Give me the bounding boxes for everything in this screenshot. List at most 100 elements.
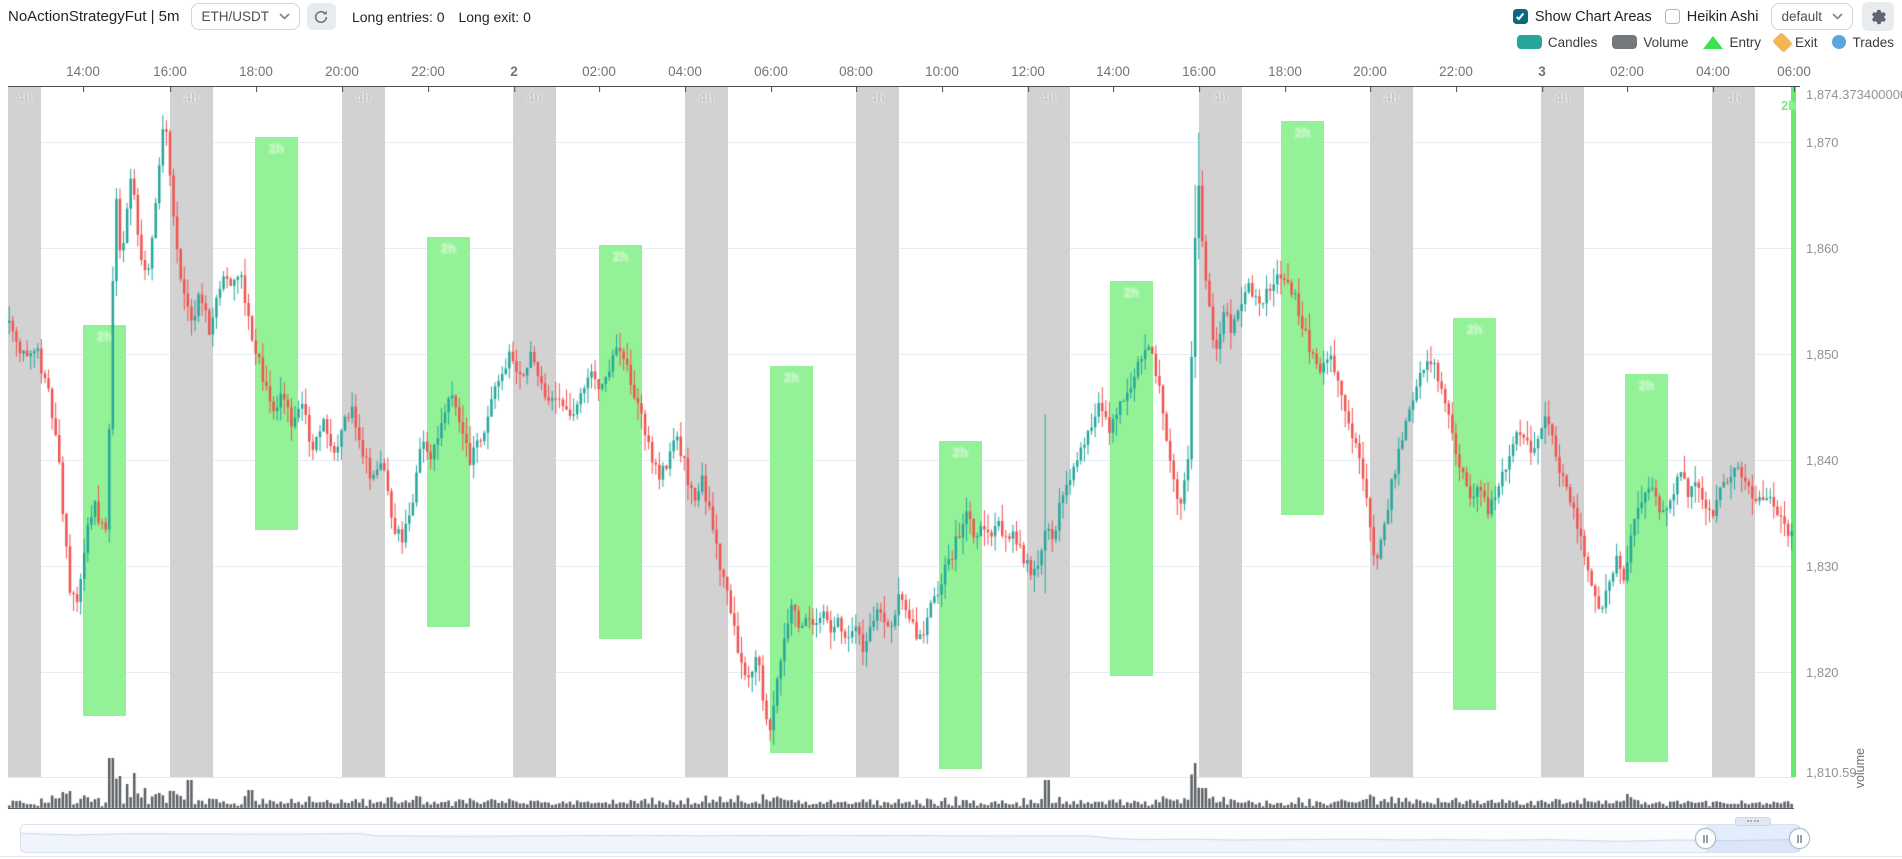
datazoom-move-handle[interactable] (1735, 817, 1771, 826)
time-axis-label: 02:00 (1610, 63, 1644, 92)
time-axis-tick (770, 87, 772, 92)
legend-item-trades[interactable]: Trades (1832, 35, 1894, 50)
time-axis-tick (82, 87, 84, 92)
time-axis-label: 14:00 (1096, 63, 1130, 92)
time-axis-tick (1455, 87, 1457, 92)
datazoom-handle-left[interactable] (1695, 828, 1716, 849)
legend-label: Trades (1852, 34, 1894, 50)
time-axis-label: 2 (510, 63, 518, 92)
refresh-icon (315, 10, 328, 23)
legend-label: Entry (1729, 34, 1761, 50)
time-axis-label: 12:00 (1011, 63, 1045, 92)
toolbar: NoActionStrategyFut | 5m ETH/USDT Long e… (0, 0, 1902, 33)
price-chart-canvas[interactable] (0, 56, 1902, 824)
show-chart-areas-checkbox[interactable]: Show Chart Areas (1512, 8, 1652, 25)
page-bottom-border (0, 856, 1902, 857)
plot-config-value: default (1781, 9, 1822, 24)
gear-icon (1872, 9, 1886, 24)
time-axis-label: 10:00 (925, 63, 959, 92)
time-axis-label: 06:00 (1777, 63, 1811, 92)
time-axis-tick (1027, 87, 1029, 92)
pause-icon (1797, 834, 1802, 843)
time-axis-tick (427, 87, 429, 92)
time-axis-tick (341, 87, 343, 92)
grip-dots-icon (1747, 820, 1759, 822)
time-axis-label: 3 (1538, 63, 1546, 92)
candles-swatch-icon (1516, 35, 1542, 49)
refresh-button[interactable] (306, 3, 336, 30)
heikin-ashi-checkbox[interactable]: Heikin Ashi (1664, 8, 1759, 25)
time-axis-label: 04:00 (668, 63, 702, 92)
price-axis-label: 1,870 (1806, 135, 1839, 150)
plot-config-select[interactable]: default (1771, 3, 1853, 30)
time-axis-tick (255, 87, 257, 92)
time-axis-tick (855, 87, 857, 92)
checkbox-checked-icon (1512, 9, 1528, 24)
heikin-ashi-label: Heikin Ashi (1686, 8, 1759, 25)
price-axis-label: 1,820 (1806, 665, 1839, 680)
show-chart-areas-label: Show Chart Areas (1534, 8, 1652, 25)
time-axis-tick (1793, 87, 1795, 92)
time-axis-label: 16:00 (153, 63, 187, 92)
checkbox-unchecked-icon (1664, 9, 1680, 24)
time-axis-tick (598, 87, 600, 92)
time-axis-label: 16:00 (1182, 63, 1216, 92)
time-axis-tick (684, 87, 686, 92)
time-axis-tick (1626, 87, 1628, 92)
time-axis-tick (1712, 87, 1714, 92)
datazoom-window[interactable] (1706, 825, 1800, 852)
long-entries-count: Long entries: 0 (351, 8, 445, 25)
time-axis-label: 22:00 (1439, 63, 1473, 92)
time-axis-tick (1541, 87, 1543, 92)
time-axis-label: 20:00 (325, 63, 359, 92)
candlestick-chart: 1,874.373400000 1,870 1,860 1,850 1,840 … (0, 56, 1902, 824)
time-axis-label: 08:00 (839, 63, 873, 92)
time-axis-label: 20:00 (1353, 63, 1387, 92)
time-axis-tick (1198, 87, 1200, 92)
time-axis-label: 14:00 (66, 63, 100, 92)
legend-item-volume[interactable]: Volume (1612, 35, 1688, 50)
time-axis-label: 18:00 (1268, 63, 1302, 92)
time-axis-label: 06:00 (754, 63, 788, 92)
volume-swatch-icon (1612, 35, 1638, 49)
time-axis-tick (1369, 87, 1371, 92)
time-axis-tick (1112, 87, 1114, 92)
pause-icon (1703, 834, 1708, 843)
datazoom-slider[interactable] (20, 817, 1810, 853)
legend-label: Volume (1643, 34, 1689, 50)
legend-item-candles[interactable]: Candles (1516, 34, 1598, 50)
price-axis-label: 1,860 (1806, 241, 1839, 256)
time-axis-tick (169, 87, 171, 92)
price-axis-label: 1,810.59 (1806, 765, 1857, 780)
entry-triangle-icon (1703, 35, 1724, 49)
time-axis-label: 04:00 (1696, 63, 1730, 92)
settings-button[interactable] (1862, 2, 1894, 31)
legend-label: Candles (1547, 34, 1598, 50)
chart-legend: Candles Volume Entry Exit Trades (1516, 31, 1894, 53)
chevron-down-icon (1832, 13, 1843, 20)
price-axis-label: 1,874.373400000 (1806, 87, 1902, 102)
legend-item-entry[interactable]: Entry (1703, 35, 1761, 50)
price-axis-label: 1,840 (1806, 453, 1839, 468)
exit-diamond-icon (1772, 31, 1793, 53)
price-axis-label: 1,850 (1806, 347, 1839, 362)
datazoom-preview-canvas (21, 825, 1799, 852)
pair-select[interactable]: ETH/USDT (191, 3, 300, 30)
time-axis-label: 22:00 (411, 63, 445, 92)
chevron-down-icon (279, 13, 290, 20)
time-axis-line (8, 86, 1800, 87)
trades-circle-icon (1832, 35, 1847, 49)
pair-select-value: ETH/USDT (201, 9, 269, 24)
volume-axis-title: volume (1853, 748, 1867, 789)
long-exit-count: Long exit: 0 (458, 8, 531, 25)
time-axis-label: 18:00 (239, 63, 273, 92)
legend-item-exit[interactable]: Exit (1772, 31, 1818, 53)
time-axis-tick (513, 87, 515, 92)
strategy-title: NoActionStrategyFut | 5m (8, 8, 180, 25)
price-axis-label: 1,830 (1806, 559, 1839, 574)
time-axis-tick (1284, 87, 1286, 92)
legend-label: Exit (1794, 34, 1818, 50)
trade-counts: Long entries: 0 Long exit: 0 (352, 9, 531, 25)
time-axis-tick (941, 87, 943, 92)
datazoom-handle-right[interactable] (1789, 828, 1810, 849)
